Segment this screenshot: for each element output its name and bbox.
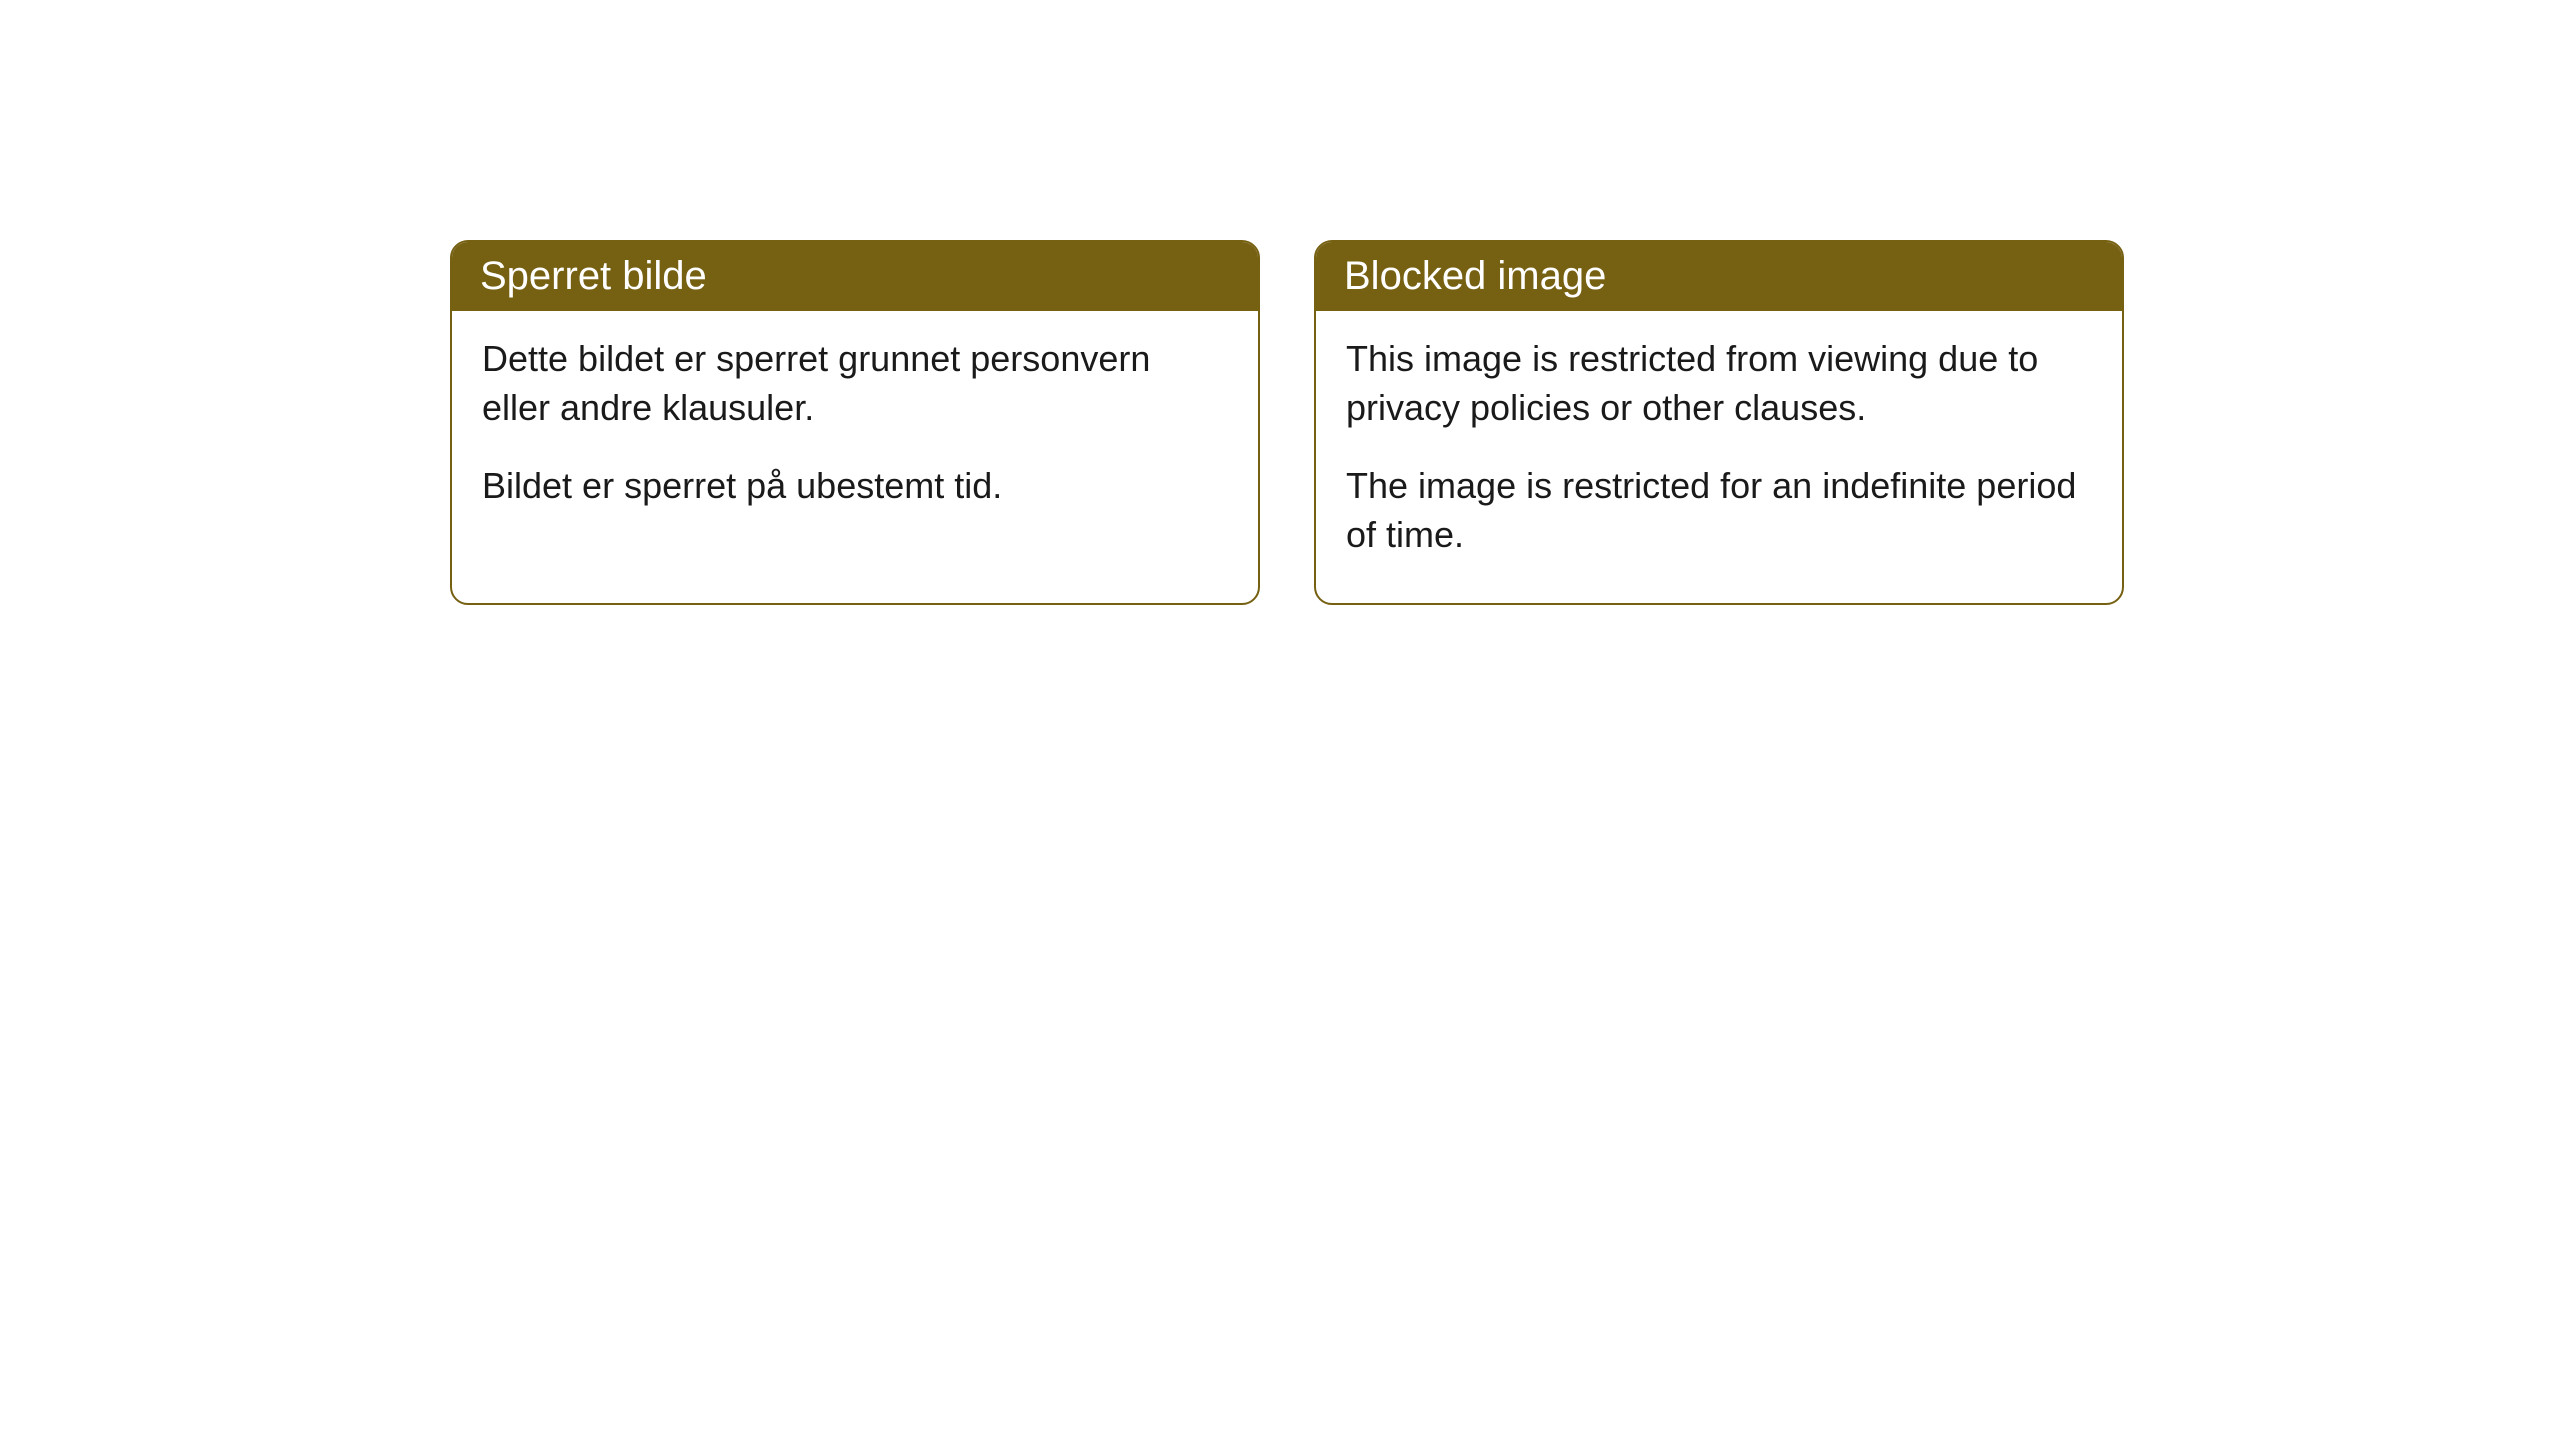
card-paragraph-1-norwegian: Dette bildet er sperret grunnet personve… [482, 335, 1228, 432]
card-header-english: Blocked image [1316, 242, 2122, 311]
card-body-english: This image is restricted from viewing du… [1316, 311, 2122, 603]
card-header-norwegian: Sperret bilde [452, 242, 1258, 311]
card-body-norwegian: Dette bildet er sperret grunnet personve… [452, 311, 1258, 555]
card-paragraph-2-norwegian: Bildet er sperret på ubestemt tid. [482, 462, 1228, 511]
blocked-image-card-english: Blocked image This image is restricted f… [1314, 240, 2124, 605]
blocked-image-card-norwegian: Sperret bilde Dette bildet er sperret gr… [450, 240, 1260, 605]
card-paragraph-1-english: This image is restricted from viewing du… [1346, 335, 2092, 432]
card-paragraph-2-english: The image is restricted for an indefinit… [1346, 462, 2092, 559]
blocked-image-notices: Sperret bilde Dette bildet er sperret gr… [450, 240, 2560, 605]
